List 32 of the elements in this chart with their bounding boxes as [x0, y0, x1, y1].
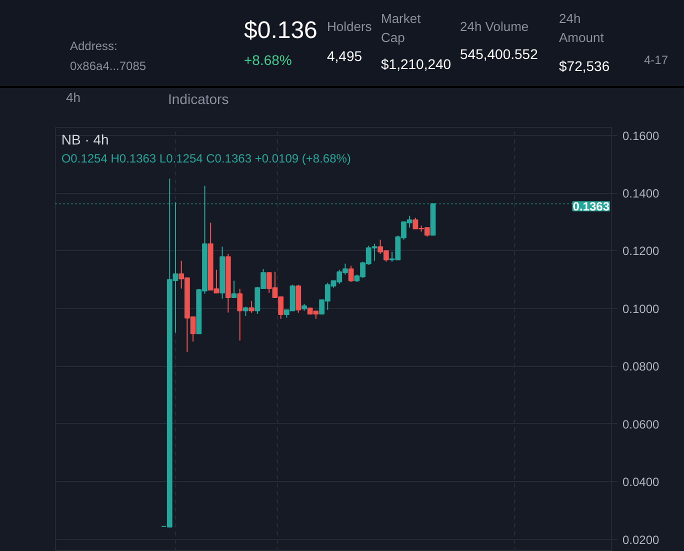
y-tick-label: 0.1600 [622, 128, 660, 143]
text: 24h Volume [460, 18, 529, 36]
text: $1,210,240 [381, 55, 452, 74]
chart-title: NB · 4h [61, 132, 109, 148]
y-tick-label: 0.0400 [622, 475, 660, 490]
text: 0x86a4...7085 [70, 58, 146, 75]
candlestick [248, 300, 254, 314]
text: Market Cap [381, 10, 422, 47]
text: +8.68% [244, 51, 292, 70]
text: 545,400.552 [460, 45, 538, 64]
text: 4-17 [644, 52, 668, 69]
y-tick-label: 0.1200 [622, 244, 660, 258]
y-tick-label: 0.0200 [622, 532, 660, 547]
y-tick-label: 0.1400 [622, 186, 660, 201]
candlestick [237, 288, 243, 342]
y-tick-label: 0.1000 [622, 302, 660, 316]
text: 4,495 [327, 47, 362, 66]
text: O0.1254 H0.1363 L0.1254 C0.1363 +0.0109 (+8.68%) [61, 152, 351, 166]
text: Holders [327, 18, 372, 36]
candlestick [231, 280, 237, 298]
ref-line-label: 0.1363 [572, 200, 610, 214]
y-tick-label: 0.0600 [622, 417, 660, 432]
text: Address: [70, 38, 118, 55]
y-tick-label: 0.0800 [622, 360, 660, 374]
text: $0.136 [244, 16, 318, 46]
text: Indicators [168, 90, 229, 109]
candlestick [243, 306, 248, 316]
text: 4h [66, 89, 80, 107]
candlestick [296, 284, 302, 314]
candlestick [348, 265, 354, 282]
text: $72,536 [559, 57, 610, 76]
text: 24h Amount [559, 10, 605, 47]
